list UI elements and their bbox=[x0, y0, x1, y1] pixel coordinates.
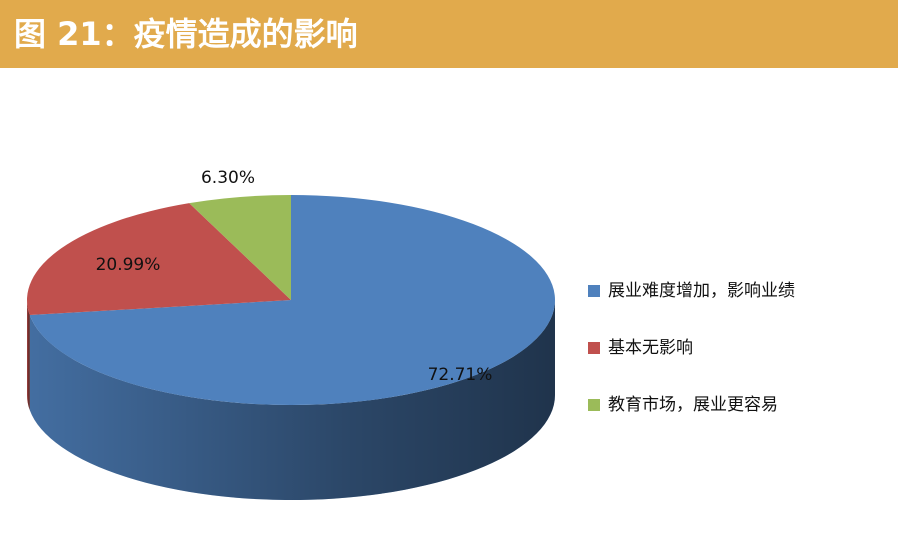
legend-label: 教育市场，展业更容易 bbox=[608, 395, 778, 415]
pie-slice bbox=[189, 195, 291, 300]
legend-swatch bbox=[588, 342, 600, 354]
legend-label: 基本无影响 bbox=[608, 338, 693, 358]
legend-label: 展业难度增加，影响业绩 bbox=[608, 281, 795, 301]
side-shade bbox=[29, 300, 555, 501]
legend-swatch bbox=[588, 399, 600, 411]
data-label: 6.30% bbox=[201, 168, 255, 188]
pie-slice bbox=[29, 195, 555, 405]
pie-slice bbox=[27, 203, 291, 316]
data-label: 20.99% bbox=[96, 255, 161, 275]
side-shade bbox=[27, 300, 30, 411]
title-bar bbox=[0, 0, 898, 68]
pie bbox=[27, 195, 555, 501]
data-label: 72.71% bbox=[428, 365, 493, 385]
chart-title: 图 21：疫情造成的影响 bbox=[14, 15, 358, 53]
legend-swatch bbox=[588, 285, 600, 297]
